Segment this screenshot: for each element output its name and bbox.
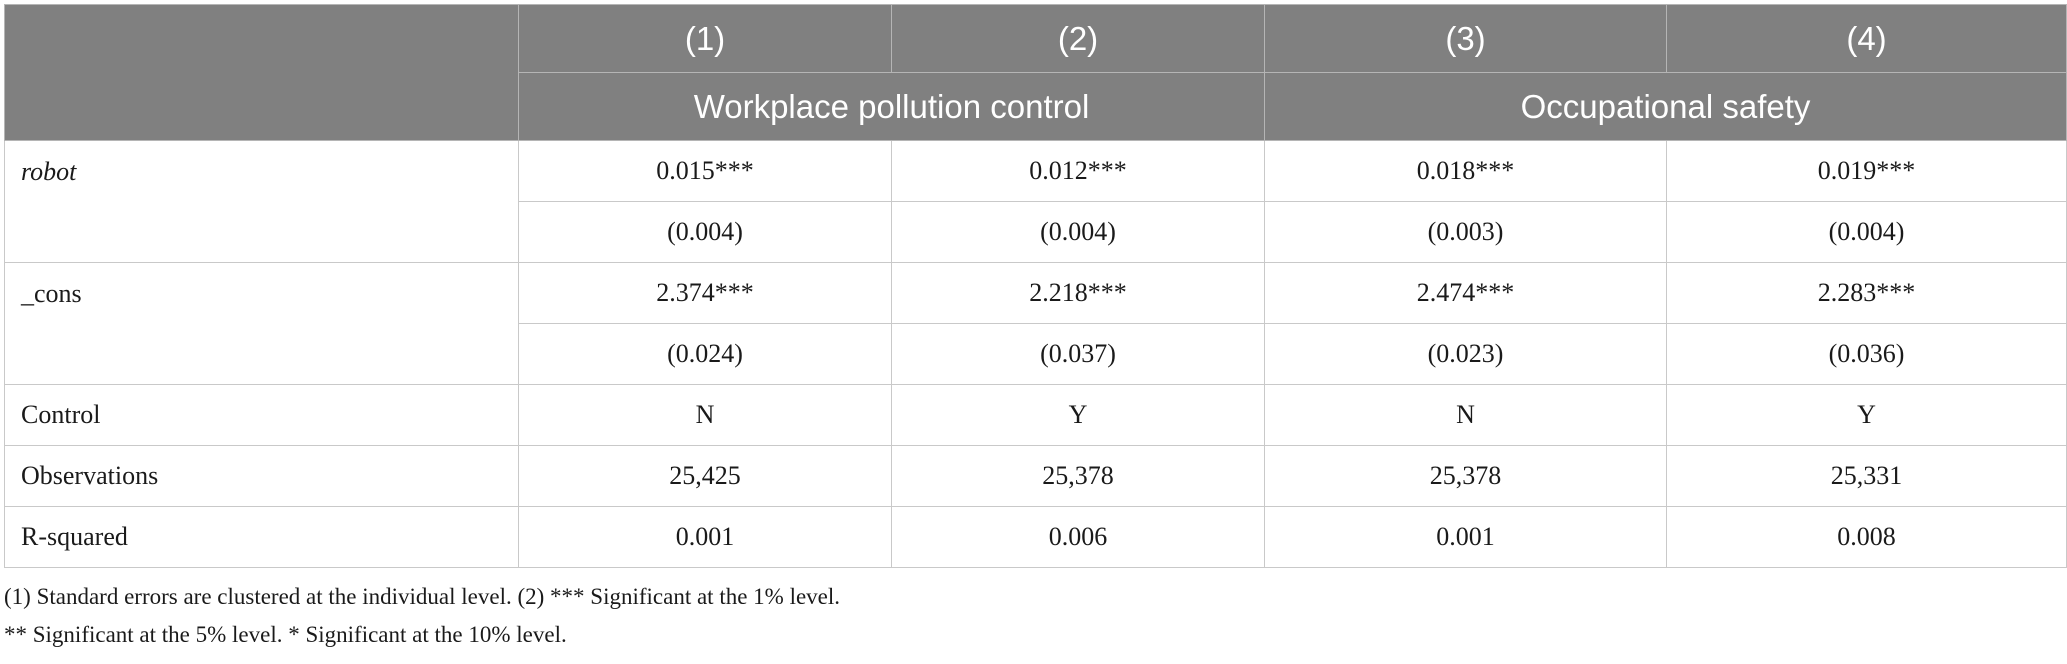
cell-robot-se-4: (0.004) — [1666, 201, 2067, 263]
cell-control-3: N — [1264, 384, 1667, 446]
cell-cons-se-3: (0.023) — [1264, 323, 1667, 385]
cell-cons-coef-3: 2.474*** — [1264, 262, 1667, 324]
row-label-rsquared: R-squared — [4, 506, 519, 568]
table-header: (1) (2) (3) (4) Workplace pollution cont… — [4, 4, 2067, 141]
cell-cons-coef-2: 2.218*** — [891, 262, 1265, 324]
cell-observations-1: 25,425 — [518, 445, 892, 507]
cell-cons-coef-1: 2.374*** — [518, 262, 892, 324]
cell-robot-se-2: (0.004) — [891, 201, 1265, 263]
cell-cons-se-4: (0.036) — [1666, 323, 2067, 385]
table-row-cons-coef: _cons 2.374*** 2.218*** 2.474*** 2.283**… — [4, 262, 2067, 385]
regression-table-container: (1) (2) (3) (4) Workplace pollution cont… — [4, 4, 2067, 654]
table-row-control: Control N Y N Y — [4, 384, 2067, 446]
cell-robot-se-3: (0.003) — [1264, 201, 1667, 263]
header-row-groups: Workplace pollution control Occupational… — [5, 72, 2067, 141]
cell-observations-2: 25,378 — [891, 445, 1265, 507]
table-body: robot 0.015*** 0.012*** 0.018*** 0.019**… — [4, 140, 2067, 568]
header-model-1: (1) — [518, 4, 892, 73]
cell-robot-se-1: (0.004) — [518, 201, 892, 263]
cell-cons-se-1: (0.024) — [518, 323, 892, 385]
cell-rsquared-4: 0.008 — [1666, 506, 2067, 568]
header-row-model-numbers: (1) (2) (3) (4) — [4, 4, 2067, 141]
cell-observations-3: 25,378 — [1264, 445, 1667, 507]
row-label-control: Control — [4, 384, 519, 446]
cell-robot-coef-1: 0.015*** — [518, 140, 892, 202]
header-group-pollution: Workplace pollution control — [518, 72, 1265, 141]
row-label-robot: robot — [4, 140, 519, 263]
header-corner-cell — [4, 4, 519, 141]
cell-robot-coef-3: 0.018*** — [1264, 140, 1667, 202]
header-model-2: (2) — [891, 4, 1265, 73]
cell-robot-coef-2: 0.012*** — [891, 140, 1265, 202]
regression-table: (1) (2) (3) (4) Workplace pollution cont… — [4, 4, 2067, 568]
table-row-observations: Observations 25,425 25,378 25,378 25,331 — [4, 445, 2067, 507]
cell-observations-4: 25,331 — [1666, 445, 2067, 507]
table-row-rsquared: R-squared 0.001 0.006 0.001 0.008 — [4, 506, 2067, 568]
table-row-cons-se: (0.024) (0.037) (0.023) (0.036) — [5, 323, 2067, 385]
header-model-4: (4) — [1666, 4, 2067, 73]
footnote-line-2: ** Significant at the 5% level. * Signif… — [4, 622, 567, 647]
footnote-line-1: (1) Standard errors are clustered at the… — [4, 584, 841, 609]
cell-rsquared-2: 0.006 — [891, 506, 1265, 568]
cell-robot-coef-4: 0.019*** — [1666, 140, 2067, 202]
header-group-safety: Occupational safety — [1264, 72, 2067, 141]
cell-control-2: Y — [891, 384, 1265, 446]
row-label-cons: _cons — [4, 262, 519, 385]
cell-rsquared-1: 0.001 — [518, 506, 892, 568]
cell-rsquared-3: 0.001 — [1264, 506, 1667, 568]
cell-cons-coef-4: 2.283*** — [1666, 262, 2067, 324]
cell-cons-se-2: (0.037) — [891, 323, 1265, 385]
cell-control-4: Y — [1666, 384, 2067, 446]
row-label-observations: Observations — [4, 445, 519, 507]
table-footnotes: (1) Standard errors are clustered at the… — [4, 578, 2067, 654]
table-row-robot-se: (0.004) (0.004) (0.003) (0.004) — [5, 201, 2067, 263]
table-row-robot-coef: robot 0.015*** 0.012*** 0.018*** 0.019**… — [4, 140, 2067, 263]
header-model-3: (3) — [1264, 4, 1667, 73]
cell-control-1: N — [518, 384, 892, 446]
